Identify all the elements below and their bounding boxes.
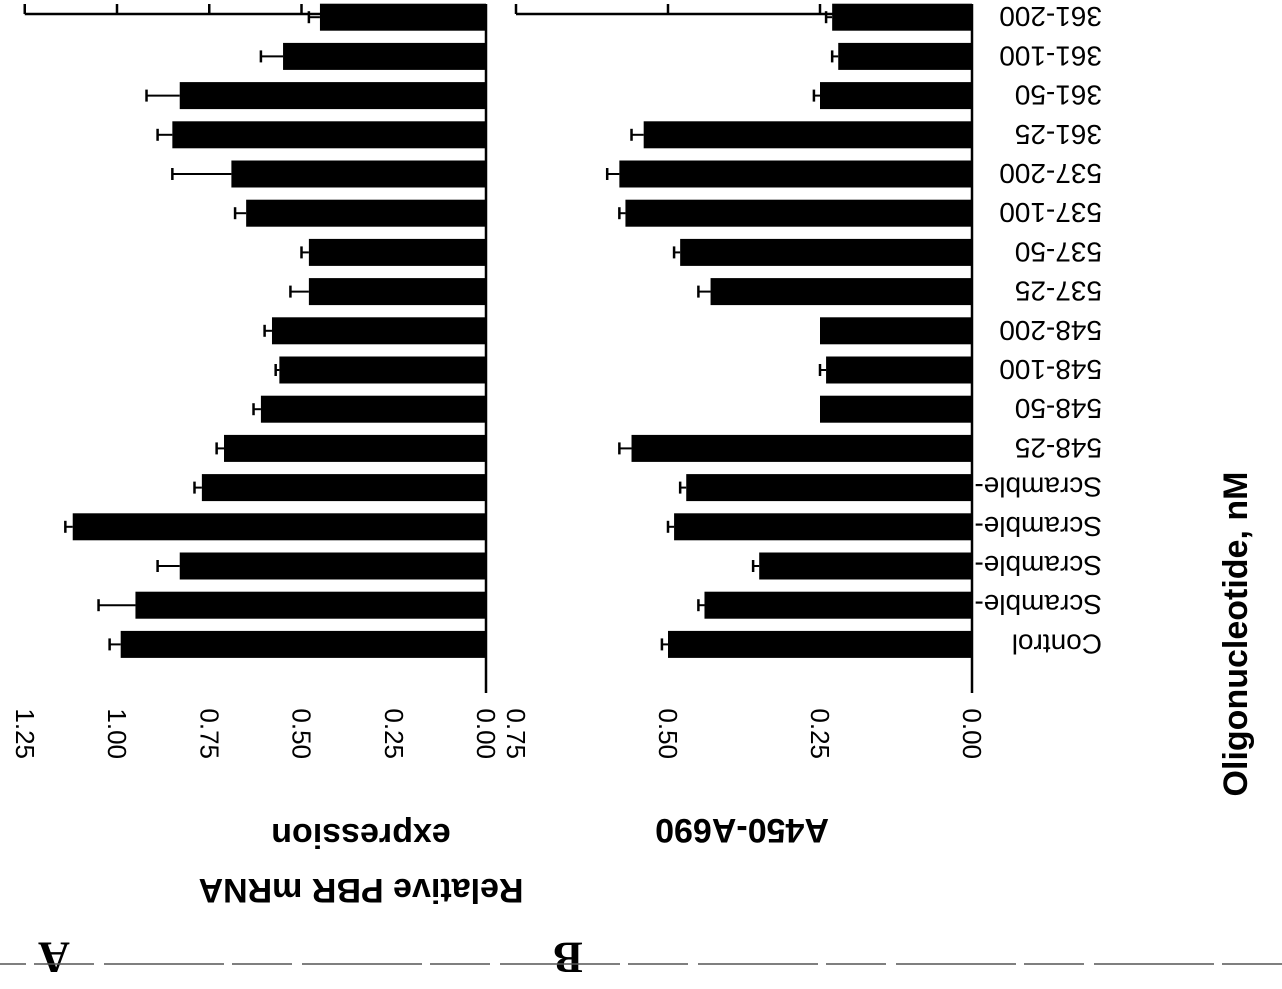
category-label: Control xyxy=(1012,628,1102,659)
panel-a-tick-label: 0.00 xyxy=(471,708,501,759)
panel-b-bar xyxy=(838,42,972,70)
x-axis-title: Oligonucleotide, nM xyxy=(1217,472,1255,797)
category-label: 537-100 xyxy=(999,197,1102,228)
panel-a-bar xyxy=(231,160,486,188)
panel-a-bar xyxy=(319,3,486,31)
panel-label-b: B xyxy=(553,933,582,982)
panel-a-bar xyxy=(201,474,486,502)
panel-b-bar xyxy=(643,121,972,149)
shared-category-labels: Control Scramble-25 Scramble-50 Scramble-10… xyxy=(928,1,1102,659)
panel-b-bar xyxy=(820,395,972,423)
category-label: Scramble-100 xyxy=(928,511,1102,542)
category-label: 361-50 xyxy=(1015,80,1102,111)
category-label: Scramble-25 xyxy=(943,589,1102,620)
panel-a-bar xyxy=(279,356,486,384)
category-label: 537-25 xyxy=(1015,276,1102,307)
category-label: 361-25 xyxy=(1015,119,1102,150)
panel-b-bar xyxy=(674,513,972,541)
panel-b-tick-label: 0.25 xyxy=(805,708,835,759)
panel-b-tick-label: 0.50 xyxy=(653,708,683,759)
panel-b-chart: 0.00 0.25 0.50 0.75 xyxy=(501,3,987,759)
panel-b-bar xyxy=(832,3,972,31)
panel-a-bar xyxy=(135,591,486,619)
panel-a-tick-label: 0.25 xyxy=(379,708,409,759)
panel-a-bar xyxy=(246,199,486,227)
category-label: 548-25 xyxy=(1015,432,1102,463)
panel-a-bar xyxy=(179,552,486,580)
panel-b-bar xyxy=(820,82,972,110)
panel-a-tick-label: 1.25 xyxy=(10,708,40,759)
panel-b-bar xyxy=(680,238,972,266)
panel-a-bar xyxy=(179,82,486,110)
panel-b-tick-label: 0.75 xyxy=(501,708,531,759)
panel-a-bar xyxy=(120,630,486,658)
category-label: Scramble-200 xyxy=(928,472,1102,503)
category-label: 548-200 xyxy=(999,315,1102,346)
category-label: 361-100 xyxy=(999,40,1102,71)
panel-a-bar xyxy=(224,434,486,462)
panel-b-bar xyxy=(826,356,972,384)
panel-b-bar xyxy=(820,317,972,345)
panel-b-bar xyxy=(668,630,972,658)
panel-label-a: A xyxy=(38,933,70,982)
panel-a-bar xyxy=(172,121,486,149)
panel-a-bar xyxy=(260,395,486,423)
panel-a-bar xyxy=(308,238,486,266)
category-label: 548-50 xyxy=(1015,393,1102,424)
category-label: 361-200 xyxy=(999,1,1102,32)
category-label: 537-200 xyxy=(999,158,1102,189)
panel-a-chart: 0.00 0.25 0.50 0.75 1.00 1.25 xyxy=(10,3,501,759)
panel-b-bar xyxy=(686,474,972,502)
panel-b-tick-label: 0.00 xyxy=(957,708,987,759)
panel-b-bar xyxy=(710,278,972,306)
panel-b-y-axis-title: A450-A690 xyxy=(655,811,829,849)
panel-a-bar xyxy=(283,42,486,70)
panel-b-bar xyxy=(619,160,972,188)
panel-a-bar xyxy=(271,317,486,345)
panel-b-bar xyxy=(631,434,972,462)
category-label: 537-50 xyxy=(1015,236,1102,267)
panel-a-y-axis-title-line2: expression xyxy=(271,816,451,854)
panel-b-bar xyxy=(625,199,972,227)
panel-a-tick-label: 1.00 xyxy=(102,708,132,759)
panel-a-tick-label: 0.50 xyxy=(287,708,317,759)
panel-a-y-axis-title-line1: Relative PBR mRNA xyxy=(199,871,524,909)
category-label: Scramble-50 xyxy=(943,550,1102,581)
panel-b-bar xyxy=(759,552,972,580)
panel-b-bar xyxy=(704,591,972,619)
category-label: 548-100 xyxy=(999,354,1102,385)
panel-a-bar xyxy=(308,278,486,306)
panel-a-bar xyxy=(72,513,486,541)
panel-a-tick-label: 0.75 xyxy=(194,708,224,759)
